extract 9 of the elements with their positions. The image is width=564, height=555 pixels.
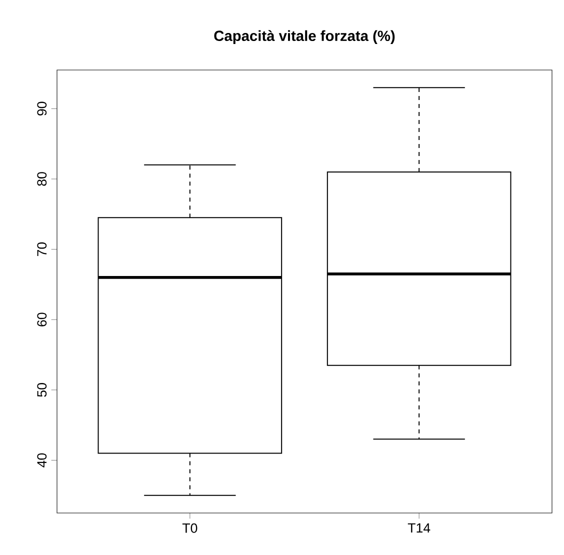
- y-tick-label: 60: [37, 312, 47, 326]
- x-tick-label: T0: [182, 523, 198, 533]
- x-tick-label: T14: [408, 523, 430, 533]
- chart-title: Capacità vitale forzata (%): [214, 30, 395, 44]
- y-tick-label: 80: [37, 172, 47, 186]
- y-tick-label: 50: [37, 383, 47, 397]
- y-tick-label: 40: [37, 453, 47, 468]
- y-tick-label: 90: [37, 102, 47, 116]
- y-tick-label: 70: [37, 242, 47, 256]
